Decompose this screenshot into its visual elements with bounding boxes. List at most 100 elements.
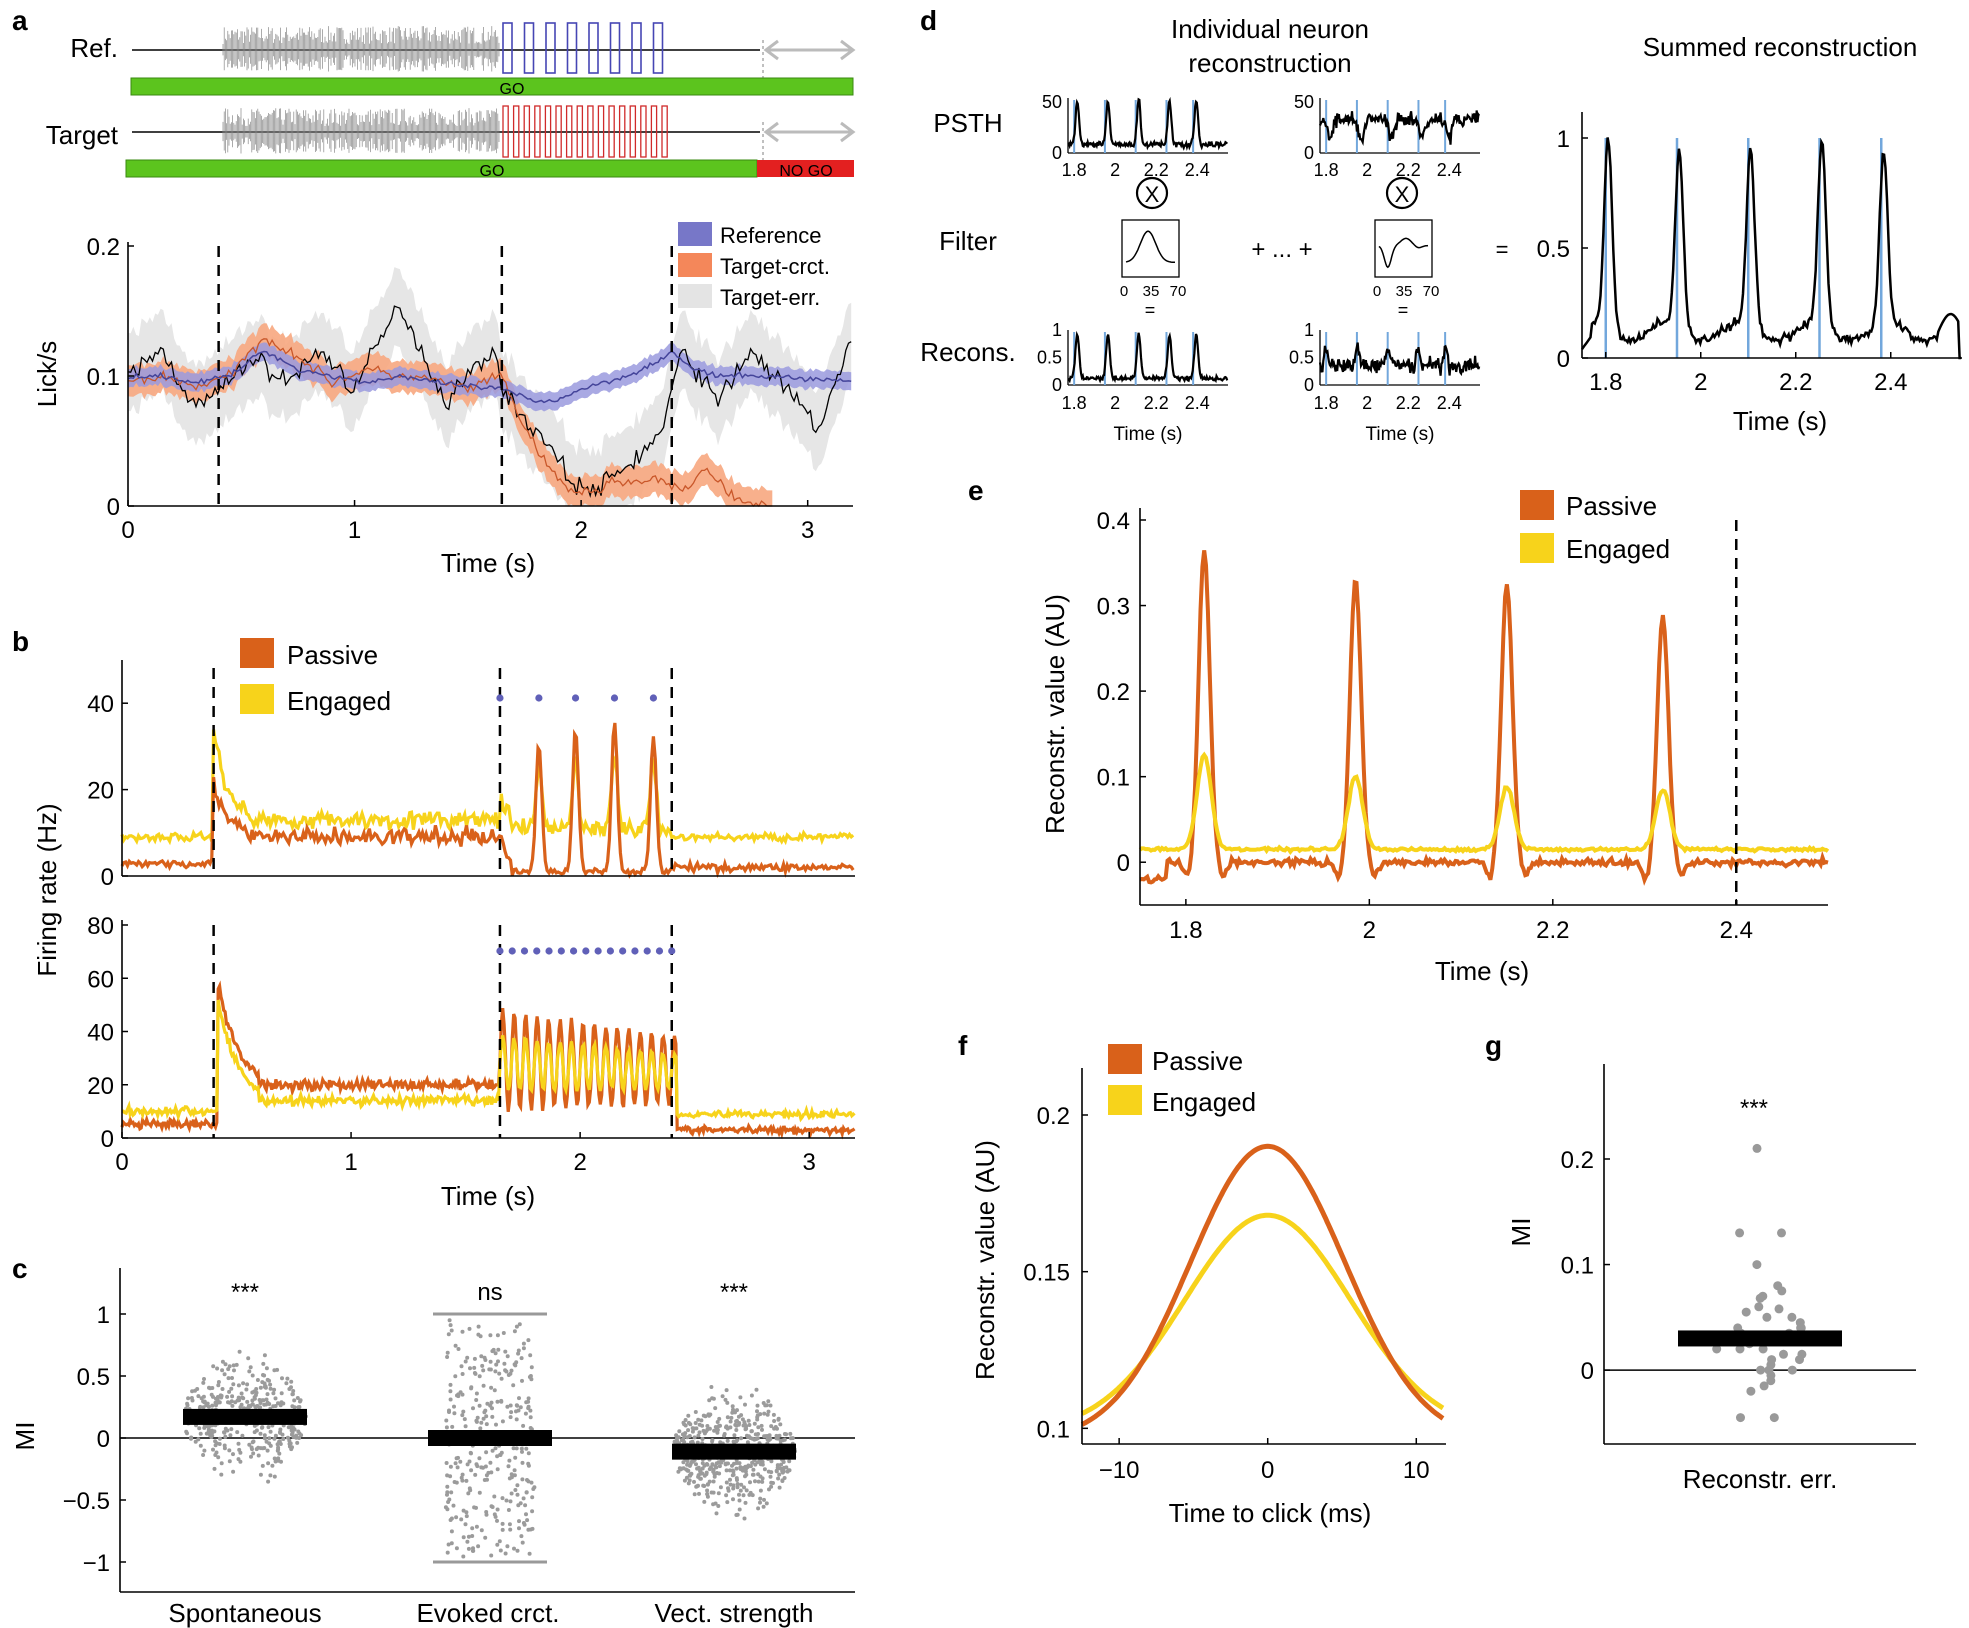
psth-x-tick-label: 2.4 [1437,160,1462,180]
c-data-point [465,1462,470,1467]
c-data-point [258,1385,263,1390]
c-data-point [444,1461,449,1465]
c-data-point [278,1442,283,1446]
c-data-point [515,1492,520,1497]
c-data-point [716,1491,721,1496]
c-data-point [239,1391,244,1396]
c-data-point [227,1389,232,1394]
c-data-point [529,1480,534,1485]
c-category-label: Spontaneous [168,1598,321,1628]
e-legend-engaged: Engaged [1566,534,1670,564]
c-data-point [246,1356,251,1361]
c-data-point [219,1395,224,1400]
f-y-tick-label: 0.15 [1023,1260,1070,1287]
c-data-point [496,1359,500,1364]
c-data-point [753,1432,758,1437]
c-data-point [241,1381,246,1386]
c-data-point [289,1447,294,1452]
c-data-point [769,1480,774,1485]
c-data-point [712,1474,717,1479]
c-data-point [445,1492,449,1497]
c-data-point [512,1546,516,1551]
c-data-point [489,1385,494,1390]
c-data-point [474,1398,479,1402]
b-bottom-click-dot [569,947,578,955]
c-data-point [190,1398,195,1403]
c-data-point [264,1366,269,1371]
c-data-point [493,1369,498,1374]
b-bottom-y-tick-label: 0 [101,1126,114,1153]
c-data-point [219,1472,224,1477]
c-data-point [711,1396,716,1401]
c-data-point [755,1409,759,1414]
recons-x-tick-label: 2.4 [1437,393,1462,413]
c-data-point [718,1440,723,1445]
c-data-point [719,1460,724,1465]
target-click [618,105,626,158]
c-data-point [684,1475,689,1480]
c-data-point [448,1382,453,1387]
c-data-point [762,1411,767,1416]
c-data-point [521,1521,526,1525]
target-click [502,105,509,158]
g-data-point [1758,1344,1768,1354]
b-x-tick-label: 3 [803,1149,816,1176]
c-data-point [202,1448,207,1453]
b-bottom-y-tick-label: 20 [87,1073,114,1100]
c-data-point [216,1455,221,1460]
panel-c: c *** Spontaneous ns Evoked crct. *** Vect. s… [10,1253,855,1628]
c-data-point [479,1354,484,1359]
c-y-tick-label: 0.5 [77,1364,110,1391]
ref-click [523,22,535,74]
c-data-point [244,1387,249,1392]
target-click [661,105,668,158]
c-data-point [520,1477,525,1482]
c-data-point [700,1461,705,1466]
c-median-bar [672,1443,796,1460]
b-legend-engaged: Engaged [287,686,391,716]
c-data-point [452,1404,456,1409]
c-data-point [247,1369,252,1374]
c-data-point [776,1476,781,1481]
c-data-point [500,1419,505,1424]
c-y-tick-label: −1 [83,1550,110,1577]
c-data-point [478,1426,483,1431]
g-median-bar [1678,1330,1842,1347]
c-data-point [235,1430,240,1435]
d-plus: + ... + [1251,236,1312,263]
ref-click [566,22,578,74]
f-engaged-line [1080,1212,1445,1416]
c-data-point [759,1423,764,1428]
c-data-point [735,1408,739,1413]
f-plot [1080,1143,1445,1427]
passive-line-top [120,722,855,879]
c-data-point [521,1496,526,1501]
f-ticks: 0.1 0.15 0.2 −10 0 10 [1023,1103,1429,1484]
c-data-point [250,1390,255,1395]
b-legend-passive: Passive [287,640,378,670]
c-data-point [216,1383,221,1388]
c-data-point [211,1394,215,1399]
c-data-point [498,1548,503,1553]
c-data-point [508,1415,513,1420]
a-y-tick-label: 0 [107,494,120,521]
g-data-point [1762,1312,1772,1322]
c-data-point [524,1512,528,1517]
e-passive-line [1139,550,1829,886]
c-data-point [705,1427,710,1432]
b-x-tick-label: 2 [573,1149,586,1176]
g-data-point [1752,1143,1762,1153]
e-legend-swatch-passive [1520,490,1554,520]
c-data-point [705,1482,710,1487]
engaged-line-bottom [121,999,856,1123]
legend-swatch-target-err [678,284,712,308]
g-data-point [1741,1307,1751,1317]
c-data-point [261,1361,266,1366]
c-data-point [294,1433,299,1438]
c-data-point [258,1431,263,1436]
c-data-point [701,1413,706,1418]
psth-x-tick-label: 2.4 [1185,160,1210,180]
c-data-point [223,1426,228,1431]
c-data-point [526,1338,531,1343]
f-legend-swatch-engaged [1108,1085,1142,1115]
